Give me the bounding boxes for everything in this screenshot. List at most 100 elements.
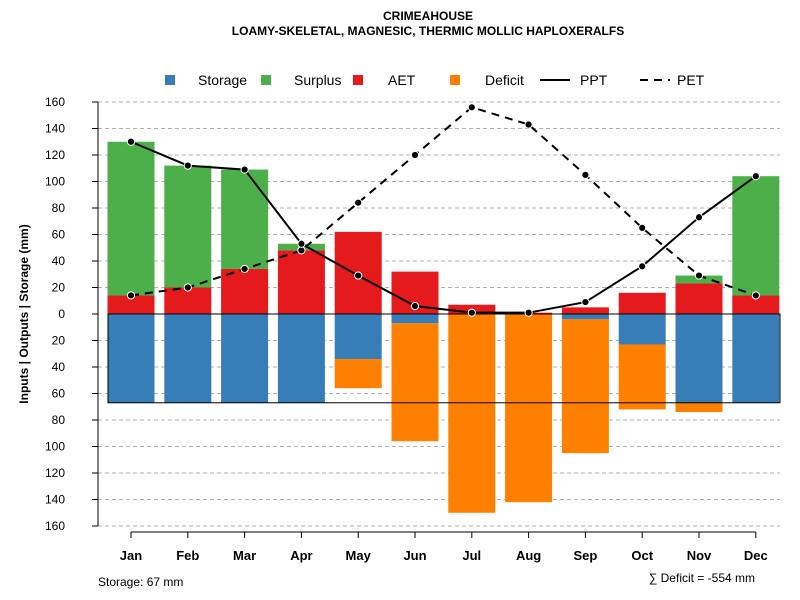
legend-label-ppt: PPT bbox=[580, 72, 608, 88]
point-pet-mar bbox=[240, 264, 249, 274]
bars bbox=[107, 141, 781, 513]
bar-deficit-jun bbox=[391, 323, 439, 442]
point-pet-may bbox=[354, 198, 363, 207]
x-tick-label-mar: Mar bbox=[233, 548, 256, 563]
y-tick-label: 60 bbox=[52, 228, 66, 242]
bar-aet-sep bbox=[561, 307, 609, 314]
bar-deficit-may bbox=[334, 359, 382, 389]
legend-label-pet: PET bbox=[677, 72, 705, 88]
bar-deficit-nov bbox=[675, 402, 723, 413]
chart-subtitle: LOAMY-SKELETAL, MAGNESIC, THERMIC MOLLIC… bbox=[232, 24, 624, 38]
bar-aet-nov bbox=[675, 283, 723, 314]
point-pet-apr bbox=[297, 246, 306, 255]
bar-storage-nov bbox=[675, 314, 723, 403]
point-ppt-oct bbox=[638, 262, 647, 271]
point-pet-jan bbox=[126, 291, 136, 300]
y-tick-label: 80 bbox=[52, 201, 66, 215]
bar-storage-sep bbox=[561, 314, 609, 320]
bar-storage-jan bbox=[107, 314, 155, 403]
legend-key-deficit bbox=[450, 75, 460, 85]
point-ppt-jun bbox=[410, 301, 420, 311]
y-tick-label: 40 bbox=[52, 360, 66, 374]
bar-surplus-jan bbox=[107, 141, 155, 296]
point-ppt-apr bbox=[297, 239, 306, 248]
y-tick-label: 0 bbox=[58, 307, 65, 321]
point-pet-nov bbox=[694, 271, 704, 280]
bar-deficit-sep bbox=[561, 319, 609, 454]
bar-aet-jan bbox=[107, 295, 155, 314]
y-axis-label: Inputs | Outputs | Storage (mm) bbox=[17, 224, 31, 403]
bar-surplus-dec bbox=[732, 176, 780, 296]
storage-footer: Storage: 67 mm bbox=[98, 575, 183, 589]
x-tick-label-jan: Jan bbox=[120, 548, 142, 563]
point-ppt-sep bbox=[581, 297, 590, 307]
bar-storage-dec bbox=[732, 314, 780, 403]
point-ppt-jan bbox=[126, 137, 136, 146]
chart-title: CRIMEAHOUSE bbox=[383, 9, 473, 23]
bar-surplus-mar bbox=[221, 169, 269, 269]
deficit-footer: ∑ Deficit = -554 mm bbox=[649, 571, 755, 585]
bar-storage-feb bbox=[164, 314, 212, 403]
grid-lines bbox=[98, 101, 780, 527]
bar-aet-dec bbox=[732, 295, 780, 314]
x-tick-label-aug: Aug bbox=[516, 548, 541, 563]
bar-aet-mar bbox=[221, 268, 269, 314]
x-tick-label-nov: Nov bbox=[687, 548, 712, 563]
x-tick-label-apr: Apr bbox=[290, 548, 312, 563]
point-pet-dec bbox=[751, 291, 760, 300]
point-ppt-feb bbox=[183, 161, 192, 170]
point-ppt-mar bbox=[240, 165, 249, 174]
bar-storage-oct bbox=[618, 314, 666, 345]
bar-deficit-aug bbox=[505, 314, 553, 503]
axes: 160 140 120 100 80 60 40 20 0 20 40 60 80 100 120 140 16… bbox=[45, 95, 768, 563]
bar-surplus-feb bbox=[164, 165, 212, 288]
bar-storage-jun bbox=[391, 314, 439, 324]
legend-key-aet bbox=[353, 75, 363, 85]
x-tick-label-sep: Sep bbox=[573, 548, 597, 563]
point-pet-jul bbox=[467, 103, 476, 112]
legend-key-surplus bbox=[261, 75, 271, 85]
point-pet-oct bbox=[638, 223, 647, 232]
y-tick-label: 120 bbox=[45, 148, 65, 162]
y-tick-label: 20 bbox=[52, 281, 66, 295]
point-ppt-jul bbox=[467, 308, 476, 317]
bar-deficit-oct bbox=[618, 344, 666, 410]
line-ppt bbox=[130, 140, 757, 314]
bar-aet-oct bbox=[618, 292, 666, 314]
y-tick-label: 140 bbox=[45, 493, 65, 507]
y-tick-label: 140 bbox=[45, 122, 65, 136]
y-tick-label: 80 bbox=[52, 413, 66, 427]
y-tick-label: 100 bbox=[45, 440, 65, 454]
point-pet-sep bbox=[581, 170, 590, 179]
series-lines bbox=[126, 103, 760, 317]
bar-storage-may bbox=[334, 314, 382, 360]
x-tick-label-feb: Feb bbox=[176, 548, 199, 563]
legend-label-storage: Storage bbox=[198, 72, 247, 88]
legend: Storage Surplus AET Deficit PPT PET bbox=[165, 72, 705, 88]
bar-storage-mar bbox=[221, 314, 269, 403]
legend-label-aet: AET bbox=[388, 72, 416, 88]
point-pet-feb bbox=[183, 283, 192, 292]
point-ppt-aug bbox=[524, 308, 533, 317]
point-ppt-nov bbox=[694, 213, 704, 222]
point-ppt-may bbox=[354, 271, 363, 280]
point-pet-aug bbox=[524, 120, 533, 129]
legend-label-surplus: Surplus bbox=[294, 72, 341, 88]
legend-label-deficit: Deficit bbox=[485, 72, 524, 88]
y-tick-label: 40 bbox=[52, 254, 66, 268]
bar-deficit-jul bbox=[448, 314, 496, 513]
x-tick-label-may: May bbox=[346, 548, 372, 563]
point-pet-jun bbox=[410, 150, 420, 160]
y-tick-label: 160 bbox=[45, 519, 65, 533]
y-tick-label: 20 bbox=[52, 334, 66, 348]
y-tick-label: 60 bbox=[52, 387, 66, 401]
y-tick-label: 100 bbox=[45, 175, 65, 189]
legend-key-storage bbox=[165, 75, 175, 85]
x-tick-label-jul: Jul bbox=[462, 548, 481, 563]
y-tick-label: 160 bbox=[45, 95, 65, 109]
x-tick-label-dec: Dec bbox=[744, 548, 768, 563]
x-tick-label-oct: Oct bbox=[631, 548, 653, 563]
bar-aet-apr bbox=[277, 250, 325, 314]
bar-aet-feb bbox=[164, 287, 212, 314]
